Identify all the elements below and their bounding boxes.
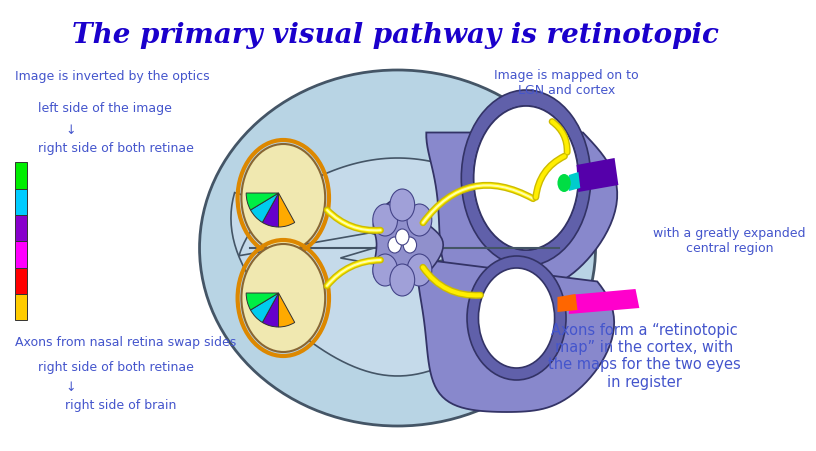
Bar <box>15 267 28 294</box>
Ellipse shape <box>467 256 566 380</box>
Wedge shape <box>251 193 278 222</box>
Polygon shape <box>569 289 639 314</box>
Wedge shape <box>246 293 278 310</box>
Wedge shape <box>278 293 295 327</box>
Text: Axons from nasal retina swap sides: Axons from nasal retina swap sides <box>15 336 237 349</box>
Ellipse shape <box>373 204 397 236</box>
Text: Image is mapped on to
LGN and cortex: Image is mapped on to LGN and cortex <box>494 69 639 97</box>
Wedge shape <box>263 293 278 327</box>
Bar <box>15 241 28 267</box>
Ellipse shape <box>242 144 326 252</box>
Ellipse shape <box>461 90 591 266</box>
Ellipse shape <box>390 264 415 296</box>
Ellipse shape <box>473 106 579 250</box>
Ellipse shape <box>557 174 570 192</box>
Polygon shape <box>576 158 619 192</box>
Text: with a greatly expanded
central region: with a greatly expanded central region <box>654 227 806 255</box>
Ellipse shape <box>242 244 326 352</box>
Wedge shape <box>251 293 278 322</box>
Text: right side of both retinae: right side of both retinae <box>38 361 194 374</box>
Text: right side of brain: right side of brain <box>65 400 177 412</box>
Text: Image is inverted by the optics: Image is inverted by the optics <box>15 70 210 83</box>
Ellipse shape <box>407 204 432 236</box>
Bar <box>15 215 28 241</box>
Wedge shape <box>246 193 278 210</box>
Ellipse shape <box>403 237 417 253</box>
Bar <box>15 162 28 189</box>
Ellipse shape <box>478 268 555 368</box>
Bar <box>15 189 28 215</box>
Text: left side of the image: left side of the image <box>38 102 172 115</box>
Bar <box>15 294 28 320</box>
Ellipse shape <box>373 254 397 286</box>
Text: Axons form a “retinotopic
map” in the cortex, with
the maps for the two eyes
in : Axons form a “retinotopic map” in the co… <box>548 322 741 390</box>
Polygon shape <box>239 158 556 256</box>
Text: ↓: ↓ <box>65 382 76 394</box>
Ellipse shape <box>407 254 432 286</box>
Polygon shape <box>231 193 564 376</box>
Polygon shape <box>426 133 617 290</box>
Ellipse shape <box>388 237 401 253</box>
Text: The primary visual pathway is retinotopic: The primary visual pathway is retinotopi… <box>72 22 719 49</box>
Ellipse shape <box>390 189 415 221</box>
Polygon shape <box>557 294 578 312</box>
Wedge shape <box>263 193 278 227</box>
Ellipse shape <box>473 106 579 250</box>
Text: right side of both retinae: right side of both retinae <box>38 143 194 155</box>
Polygon shape <box>569 172 580 191</box>
Ellipse shape <box>200 70 596 426</box>
Polygon shape <box>374 197 443 282</box>
Ellipse shape <box>396 229 409 245</box>
Text: ↓: ↓ <box>65 124 76 137</box>
Polygon shape <box>418 259 614 412</box>
Wedge shape <box>278 193 295 227</box>
